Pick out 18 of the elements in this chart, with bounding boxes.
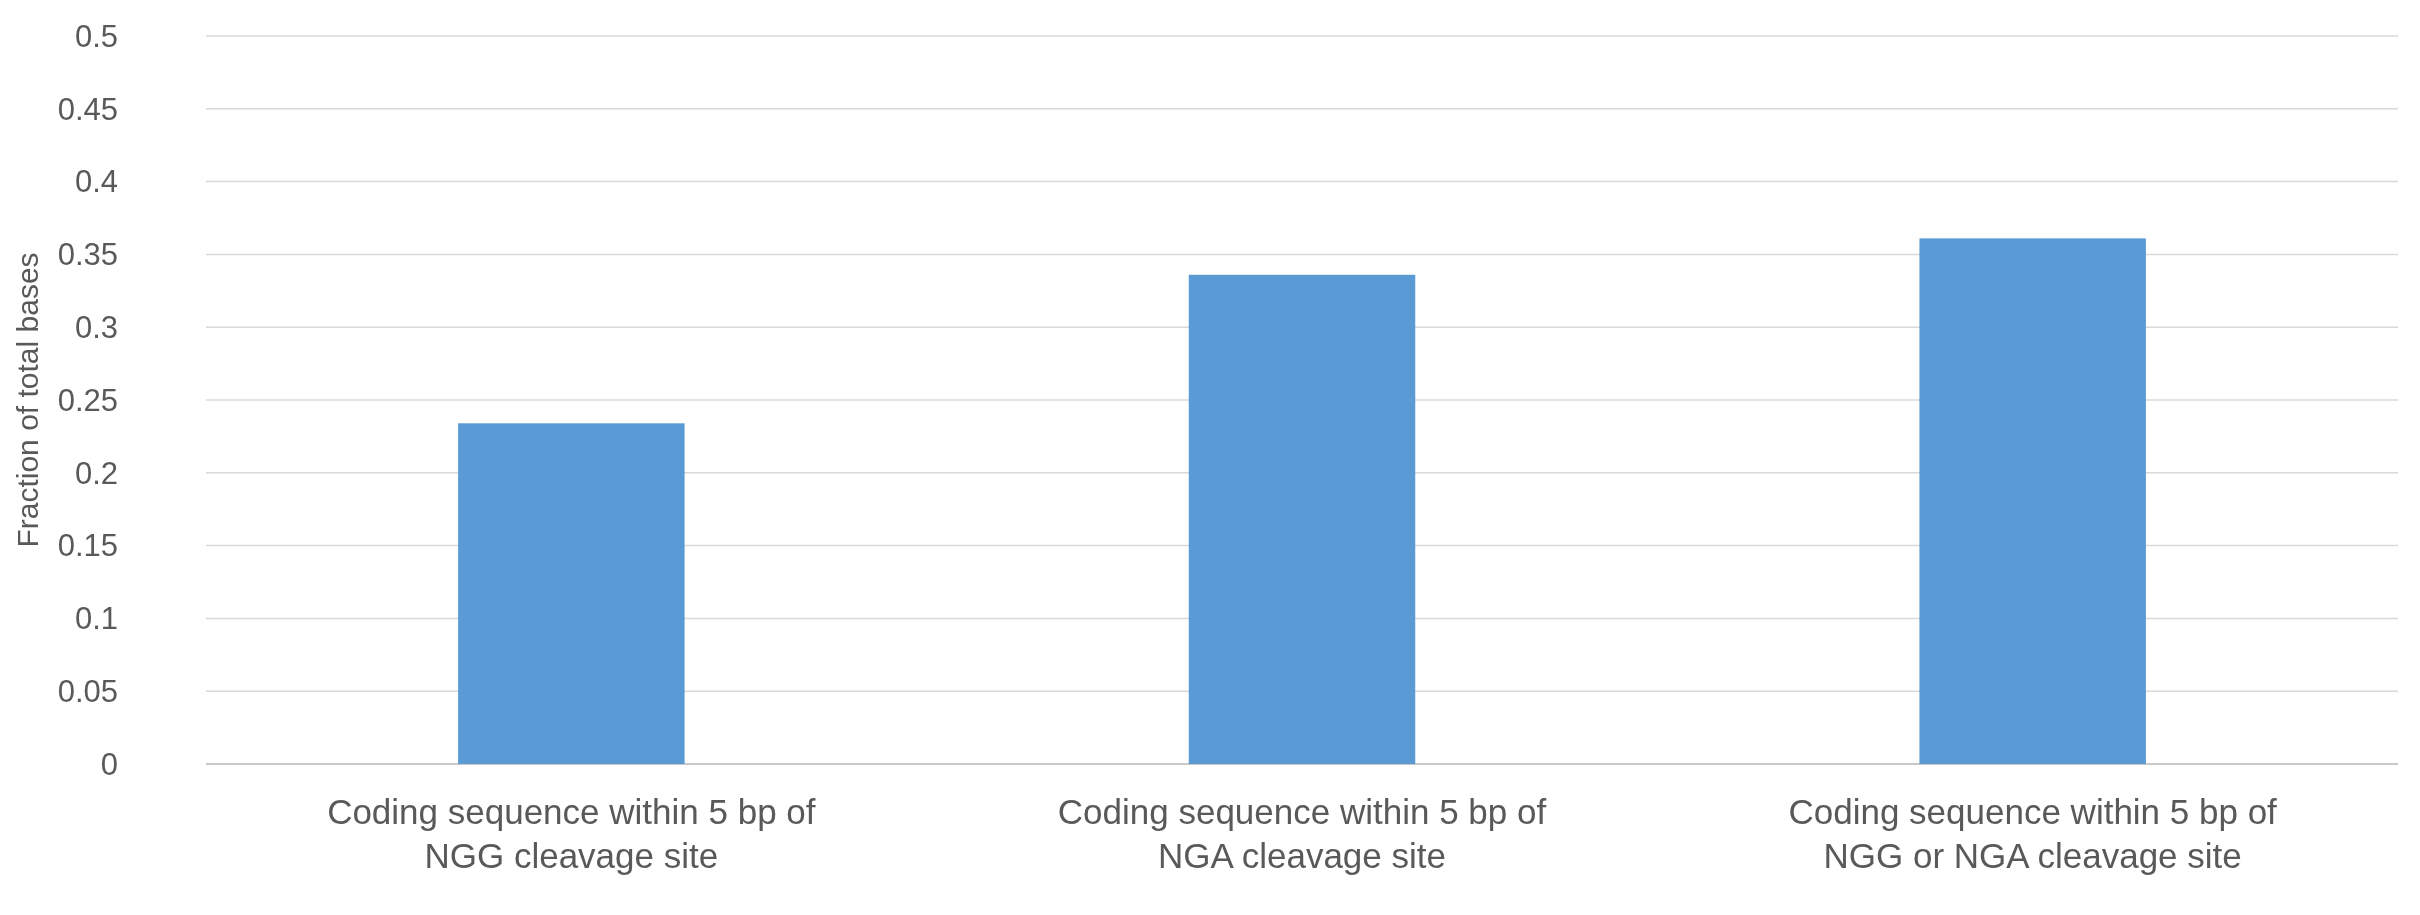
- y-axis-title: Fraction of total bases: [11, 252, 44, 548]
- y-tick-label: 0.25: [57, 382, 118, 418]
- x-tick-label: Coding sequence within 5 bp of NGG or NGA cleavage site: [1788, 792, 2278, 875]
- bar: [1919, 238, 2146, 764]
- y-tick-label: 0.15: [57, 528, 118, 564]
- y-tick-label: 0.35: [57, 237, 118, 273]
- x-tick-label: Coding sequence within 5 bp of NGG cleavage site: [327, 792, 816, 875]
- y-tick-label: 0.4: [74, 164, 118, 200]
- bar: [1188, 274, 1416, 764]
- bar: [458, 423, 685, 764]
- x-tick-label: Coding sequence within 5 bp of NGA cleavage site: [1057, 792, 1547, 875]
- y-tick-label: 0.05: [57, 674, 118, 710]
- y-tick-label: 0: [100, 746, 118, 782]
- y-tick-label: 0.2: [74, 455, 118, 491]
- y-tick-label: 0.45: [57, 91, 118, 127]
- y-tick-label: 0.1: [74, 601, 118, 637]
- y-tick-label: 0.3: [74, 310, 118, 346]
- y-tick-label: 0.5: [74, 18, 118, 54]
